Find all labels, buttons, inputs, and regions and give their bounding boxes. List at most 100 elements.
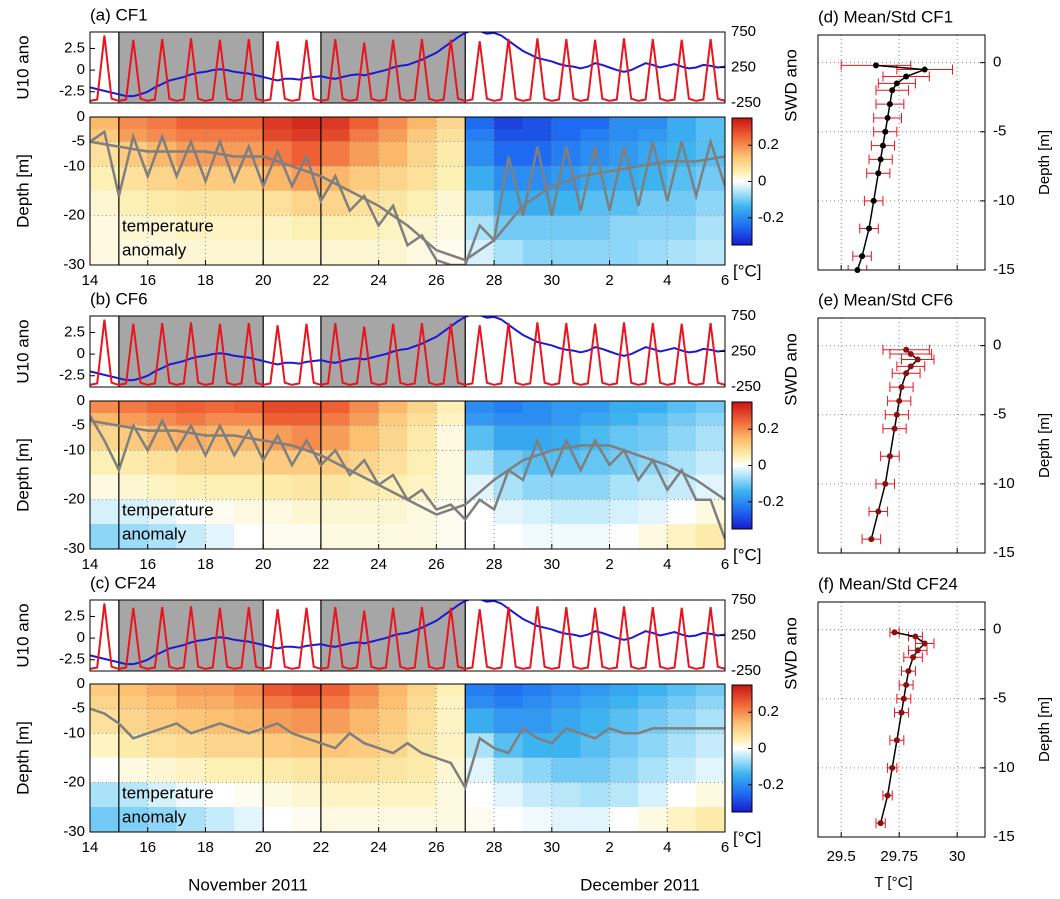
heat-cell xyxy=(493,683,524,697)
mean-point xyxy=(884,114,891,121)
heat-cell xyxy=(349,141,379,167)
heat-cell xyxy=(464,400,495,414)
heat-cell xyxy=(551,413,581,426)
colorbar-tick-label: 0 xyxy=(758,739,766,756)
heat-cell xyxy=(407,129,437,142)
heat-cell xyxy=(464,166,495,192)
heat-cell xyxy=(262,240,293,266)
heat-cell xyxy=(493,116,524,130)
heat-cell xyxy=(522,215,553,241)
x-tick-label: 24 xyxy=(370,272,387,289)
heat-cell xyxy=(436,141,466,167)
mean-point xyxy=(921,640,928,647)
heat-cell xyxy=(349,807,379,833)
heat-cell xyxy=(234,524,264,550)
heat-cell xyxy=(378,683,408,697)
y2-tick-label: 750 xyxy=(731,23,756,40)
heat-cell xyxy=(407,400,437,414)
x-tick-label: 26 xyxy=(428,556,445,573)
x-tick-label: 29.5 xyxy=(827,848,856,865)
heat-cell xyxy=(638,524,668,550)
heat-cell xyxy=(464,807,495,833)
heat-cell xyxy=(666,683,697,697)
heat-cell xyxy=(609,129,639,142)
heat-cell xyxy=(609,240,639,266)
x-tick-label: 2 xyxy=(605,839,613,856)
heat-cell xyxy=(638,696,668,709)
heat-cell xyxy=(522,708,553,734)
x-tick-label: 14 xyxy=(82,556,99,573)
x-tick-label: 6 xyxy=(721,556,729,573)
x-tick-label: 30 xyxy=(543,556,560,573)
x-tick-label: 14 xyxy=(82,839,99,856)
heat-cell xyxy=(609,215,639,241)
heat-cell xyxy=(522,499,553,525)
heat-cell xyxy=(638,807,668,833)
x-tick-label: 18 xyxy=(197,272,214,289)
heat-cell xyxy=(291,708,322,734)
heat-cell xyxy=(493,708,524,734)
heat-cell xyxy=(378,782,408,808)
x-tick-label: 30 xyxy=(543,839,560,856)
x-tick-label: 4 xyxy=(663,556,671,573)
annotation: anomaly xyxy=(122,524,187,543)
heat-cell xyxy=(493,696,524,709)
heat-cell xyxy=(464,524,495,550)
mixed-layer-line xyxy=(90,129,725,265)
y-axis-label: Depth [m] xyxy=(13,721,32,795)
heat-cell xyxy=(234,413,264,426)
x-tick-label: 30 xyxy=(543,272,560,289)
x-tick-label: 16 xyxy=(139,272,156,289)
x-axis-label: T [°C] xyxy=(874,874,912,891)
heat-cell xyxy=(695,425,726,451)
heat-cell xyxy=(291,782,322,808)
heat-cell xyxy=(695,807,726,833)
heat-cell xyxy=(234,733,264,759)
heat-cell xyxy=(234,782,264,808)
heat-cell xyxy=(89,782,120,808)
mean-point xyxy=(877,156,884,163)
heat-cell xyxy=(320,116,351,130)
colorbar-tick-label: 0 xyxy=(758,456,766,473)
heat-cell xyxy=(378,116,408,130)
heat-cell xyxy=(147,474,177,500)
heat-cell xyxy=(205,499,235,525)
heat-cell xyxy=(666,240,697,266)
heat-cell xyxy=(320,708,351,734)
annotation: anomaly xyxy=(122,240,187,259)
heat-cell xyxy=(89,215,120,241)
heat-cell xyxy=(176,782,206,808)
heat-cell xyxy=(205,116,235,130)
mean-point xyxy=(879,142,886,149)
heat-cell xyxy=(638,782,668,808)
heat-cell xyxy=(89,190,120,216)
y-tick-label: -10 xyxy=(63,157,85,174)
heat-cell xyxy=(147,450,177,476)
heat-cell xyxy=(205,524,235,550)
series-line xyxy=(90,319,725,386)
panel-title: (f) Mean/Std CF24 xyxy=(818,574,958,593)
heat-cell xyxy=(609,757,639,783)
y-tick-label: 0 xyxy=(77,629,85,646)
heat-cell xyxy=(695,240,726,266)
heat-cell xyxy=(609,413,639,426)
heat-cell xyxy=(580,116,610,130)
heat-cell xyxy=(695,400,726,414)
heat-cell xyxy=(118,400,149,414)
heat-cell xyxy=(638,190,668,216)
annotation: temperature xyxy=(122,216,214,235)
colorbar-tick-label: -0.2 xyxy=(758,209,784,226)
heat-cell xyxy=(464,141,495,167)
heat-cell xyxy=(464,708,495,734)
heat-cell xyxy=(695,683,726,697)
heat-cell xyxy=(234,807,264,833)
heat-cell xyxy=(638,425,668,451)
heat-cell xyxy=(262,190,293,216)
heat-cell xyxy=(234,116,264,130)
y-tick-label: -5 xyxy=(72,700,85,717)
y2-tick-label: 250 xyxy=(731,626,756,643)
mean-point xyxy=(884,792,891,799)
heat-cell xyxy=(234,240,264,266)
mean-point xyxy=(914,356,921,363)
panel-title: (d) Mean/Std CF1 xyxy=(818,7,953,26)
